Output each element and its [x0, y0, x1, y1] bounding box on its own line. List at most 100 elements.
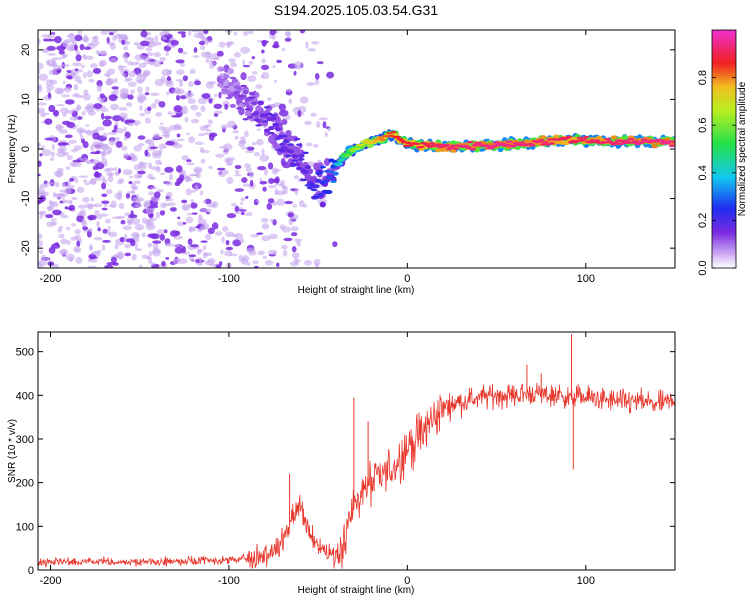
- noise-speckle: [101, 244, 106, 252]
- noise-speckle: [206, 55, 211, 60]
- noise-speckle: [234, 188, 245, 192]
- ridge-cell: [475, 141, 483, 145]
- noise-speckle: [83, 93, 91, 101]
- noise-speckle: [139, 104, 143, 112]
- noise-speckle: [84, 46, 92, 51]
- noise-speckle: [226, 120, 237, 129]
- noise-speckle: [69, 116, 79, 121]
- noise-speckle: [293, 61, 303, 69]
- ridge-cell: [216, 76, 224, 79]
- noise-speckle: [211, 200, 219, 208]
- noise-speckle: [102, 119, 112, 127]
- ridge-cell: [246, 116, 254, 119]
- noise-speckle: [141, 254, 150, 259]
- ridge-cell: [233, 90, 241, 94]
- noise-speckle: [107, 150, 111, 155]
- snr-plot-area: [38, 332, 675, 570]
- noise-speckle: [88, 253, 97, 260]
- ridge-cell: [238, 94, 245, 98]
- noise-speckle: [207, 227, 215, 235]
- ridge-cell: [582, 135, 590, 139]
- noise-speckle: [224, 231, 235, 238]
- noise-speckle: [256, 39, 263, 43]
- noise-speckle: [106, 172, 114, 177]
- noise-speckle: [117, 168, 122, 174]
- noise-speckle: [93, 236, 103, 241]
- noise-speckle: [245, 195, 249, 199]
- x-tick-label: 0: [404, 575, 410, 587]
- noise-speckle: [135, 61, 140, 65]
- noise-speckle: [287, 212, 294, 218]
- ridge-cell: [565, 135, 573, 139]
- noise-speckle: [176, 133, 181, 138]
- noise-speckle: [152, 133, 161, 140]
- noise-speckle: [120, 93, 128, 100]
- ridge-cell: [242, 118, 249, 121]
- noise-speckle: [146, 220, 152, 225]
- ridge-cell: [326, 189, 333, 194]
- noise-speckle: [262, 186, 267, 192]
- noise-speckle: [175, 59, 185, 64]
- noise-speckle: [84, 124, 90, 127]
- noise-speckle: [250, 234, 260, 238]
- noise-speckle: [70, 223, 77, 227]
- noise-speckle: [52, 209, 62, 216]
- noise-speckle: [190, 198, 194, 204]
- x-tick-label: -200: [39, 575, 61, 587]
- noise-speckle: [46, 38, 56, 42]
- noise-speckle: [177, 47, 184, 54]
- noise-speckle: [266, 97, 272, 101]
- noise-speckle: [175, 165, 183, 173]
- noise-speckle: [220, 249, 224, 255]
- noise-speckle: [71, 94, 79, 97]
- noise-speckle: [147, 233, 157, 238]
- noise-speckle: [280, 158, 286, 166]
- noise-speckle: [200, 240, 208, 243]
- noise-speckle: [213, 103, 223, 110]
- ridge-cell: [638, 141, 646, 144]
- ridge-cell: [576, 136, 583, 140]
- noise-speckle: [109, 57, 118, 63]
- ridge-cell: [319, 165, 326, 169]
- noise-speckle: [44, 137, 55, 141]
- noise-speckle: [173, 111, 178, 115]
- noise-speckle: [71, 209, 75, 213]
- noise-speckle: [256, 128, 261, 131]
- noise-speckle: [38, 259, 48, 267]
- noise-speckle: [174, 247, 184, 254]
- noise-speckle: [159, 233, 166, 241]
- noise-speckle: [137, 73, 143, 77]
- noise-speckle: [177, 127, 183, 130]
- noise-speckle: [288, 218, 294, 226]
- noise-speckle: [267, 249, 278, 255]
- noise-speckle: [146, 139, 155, 145]
- noise-speckle: [111, 86, 119, 90]
- ridge-cell: [627, 137, 635, 141]
- noise-speckle: [116, 215, 126, 220]
- noise-speckle: [38, 107, 45, 114]
- noise-speckle: [85, 103, 95, 111]
- noise-speckle: [148, 250, 152, 257]
- noise-speckle: [48, 69, 58, 76]
- noise-speckle: [291, 252, 300, 259]
- noise-speckle: [203, 132, 211, 135]
- noise-speckle: [260, 217, 269, 223]
- noise-speckle: [114, 243, 119, 250]
- noise-speckle: [99, 99, 105, 104]
- noise-speckle: [99, 93, 106, 99]
- noise-speckle: [50, 218, 57, 221]
- noise-speckle: [145, 207, 155, 215]
- noise-speckle: [72, 62, 82, 67]
- noise-speckle: [101, 175, 106, 183]
- ridge-cell: [595, 135, 603, 140]
- noise-speckle: [272, 178, 280, 184]
- noise-speckle: [199, 147, 205, 153]
- noise-speckle: [74, 234, 81, 240]
- noise-speckle: [213, 113, 219, 117]
- noise-speckle: [249, 179, 254, 187]
- colorbar-label: Normalized spectral amplitude: [737, 81, 748, 216]
- noise-speckle: [144, 117, 151, 124]
- noise-speckle: [188, 136, 196, 144]
